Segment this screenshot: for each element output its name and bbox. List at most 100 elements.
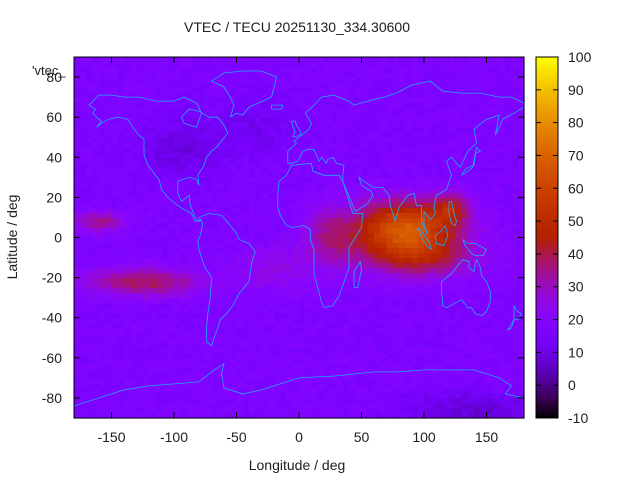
heat-cell	[286, 127, 294, 133]
heat-cell	[367, 217, 375, 224]
heat-cell	[192, 197, 200, 203]
heat-cell	[342, 337, 350, 344]
heat-cell	[374, 397, 381, 404]
heat-cell	[411, 262, 419, 269]
heat-cell	[174, 62, 181, 68]
heat-cell	[124, 172, 131, 178]
heat-cell	[136, 292, 144, 299]
heat-cell	[386, 327, 394, 334]
heat-cell	[117, 322, 125, 329]
heat-cell	[436, 272, 444, 279]
heat-cell	[267, 382, 275, 389]
heat-cell	[267, 372, 275, 379]
heat-cell	[99, 277, 106, 284]
heat-cell	[461, 402, 469, 409]
heat-cell	[380, 147, 388, 153]
heat-cell	[136, 372, 144, 379]
heat-cell	[192, 327, 200, 334]
heat-cell	[386, 412, 394, 419]
heat-cell	[236, 292, 244, 299]
heat-cell	[380, 232, 388, 239]
heat-cell	[192, 92, 200, 98]
heat-cell	[136, 322, 144, 329]
heat-cell	[286, 347, 294, 354]
heat-cell	[86, 287, 94, 294]
heat-cell	[474, 337, 481, 344]
heat-cell	[117, 262, 125, 269]
heat-cell	[80, 277, 88, 284]
heat-cell	[324, 182, 331, 188]
heat-cell	[436, 212, 444, 219]
heat-cell	[455, 302, 463, 309]
heat-cell	[292, 87, 300, 93]
heat-cell	[455, 92, 463, 98]
heat-cell	[286, 112, 294, 118]
heat-cell	[455, 152, 463, 158]
heat-cell	[474, 257, 481, 264]
heat-cell	[499, 207, 506, 214]
heat-cell	[367, 112, 375, 118]
heat-cell	[167, 332, 175, 339]
heat-cell	[386, 312, 394, 319]
heat-cell	[155, 367, 163, 374]
heat-cell	[467, 252, 475, 259]
heat-cell	[280, 87, 288, 93]
heat-cell	[286, 137, 294, 143]
heat-cell	[99, 412, 106, 419]
heat-cell	[261, 387, 269, 394]
heat-cell	[324, 112, 331, 118]
heat-cell	[361, 92, 369, 98]
heat-cell	[142, 102, 150, 108]
heat-cell	[311, 327, 319, 334]
heat-cell	[392, 222, 400, 229]
heat-cell	[480, 297, 488, 304]
heat-cell	[349, 397, 356, 404]
heat-cell	[405, 362, 413, 369]
heat-cell	[155, 227, 163, 234]
heat-cell	[142, 332, 150, 339]
heat-cell	[211, 187, 219, 193]
heat-cell	[399, 332, 406, 339]
heat-cell	[86, 322, 94, 329]
heat-cell	[461, 77, 469, 83]
heat-cell	[317, 222, 325, 229]
heat-cell	[486, 102, 494, 108]
heat-cell	[192, 392, 200, 399]
heat-cell	[392, 72, 400, 78]
heat-cell	[380, 292, 388, 299]
heat-cell	[299, 387, 306, 394]
heat-cell	[424, 167, 431, 173]
heat-cell	[349, 387, 356, 394]
heat-cell	[399, 317, 406, 324]
heat-cell	[342, 402, 350, 409]
heat-cell	[317, 187, 325, 193]
heat-cell	[236, 372, 244, 379]
heat-cell	[380, 137, 388, 143]
heat-cell	[324, 92, 331, 98]
heat-cell	[424, 397, 431, 404]
heat-cell	[142, 142, 150, 148]
heat-cell	[161, 237, 169, 244]
heat-cell	[111, 62, 119, 68]
heat-cell	[399, 267, 406, 274]
heat-cell	[80, 252, 88, 259]
heat-cell	[355, 337, 363, 344]
heat-cell	[236, 357, 244, 364]
heat-cell	[274, 162, 281, 168]
heat-cell	[167, 372, 175, 379]
heat-cell	[205, 187, 213, 193]
heat-cell	[236, 347, 244, 354]
heat-cell	[217, 172, 225, 178]
heat-cell	[249, 147, 256, 153]
heat-cell	[186, 107, 194, 113]
heat-cell	[317, 127, 325, 133]
heat-cell	[74, 127, 81, 133]
heat-cell	[199, 227, 206, 234]
heat-cell	[349, 157, 356, 163]
heat-cell	[255, 192, 263, 198]
heat-cell	[417, 277, 425, 284]
heat-cell	[186, 162, 194, 168]
heat-cell	[349, 112, 356, 118]
heat-cell	[317, 272, 325, 279]
heat-cell	[111, 247, 119, 254]
